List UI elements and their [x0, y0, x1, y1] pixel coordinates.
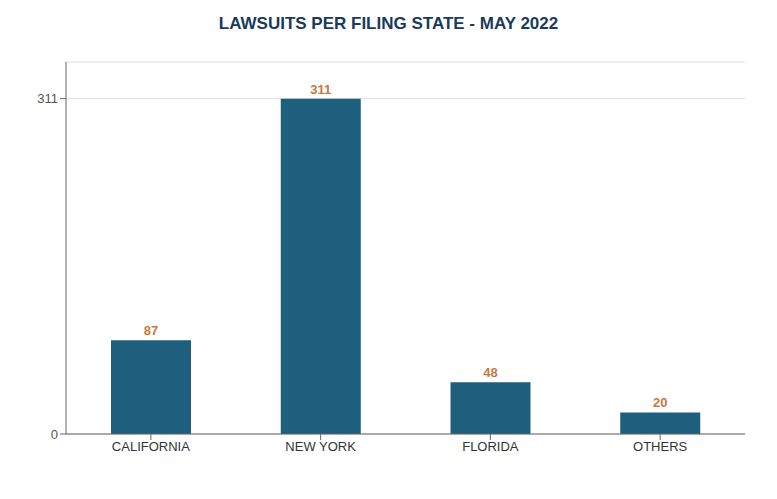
- svg-text:311: 311: [310, 82, 331, 97]
- html-text:LAWSUITS PER FILING STATE - MA: LAWSUITS PER FILING STATE - MAY 2022: [218, 14, 559, 33]
- svg-text:48: 48: [483, 365, 497, 380]
- svg-text:FLORIDA: FLORIDA: [462, 439, 519, 454]
- svg-text:CALIFORNIA: CALIFORNIA: [112, 439, 190, 454]
- svg-text:87: 87: [144, 323, 158, 338]
- svg-text:0: 0: [51, 427, 58, 442]
- svg-text:OTHERS: OTHERS: [633, 439, 688, 454]
- svg-text:20: 20: [653, 395, 667, 410]
- svg-text:311: 311: [37, 91, 58, 106]
- svg-text:NEW YORK: NEW YORK: [285, 439, 356, 454]
